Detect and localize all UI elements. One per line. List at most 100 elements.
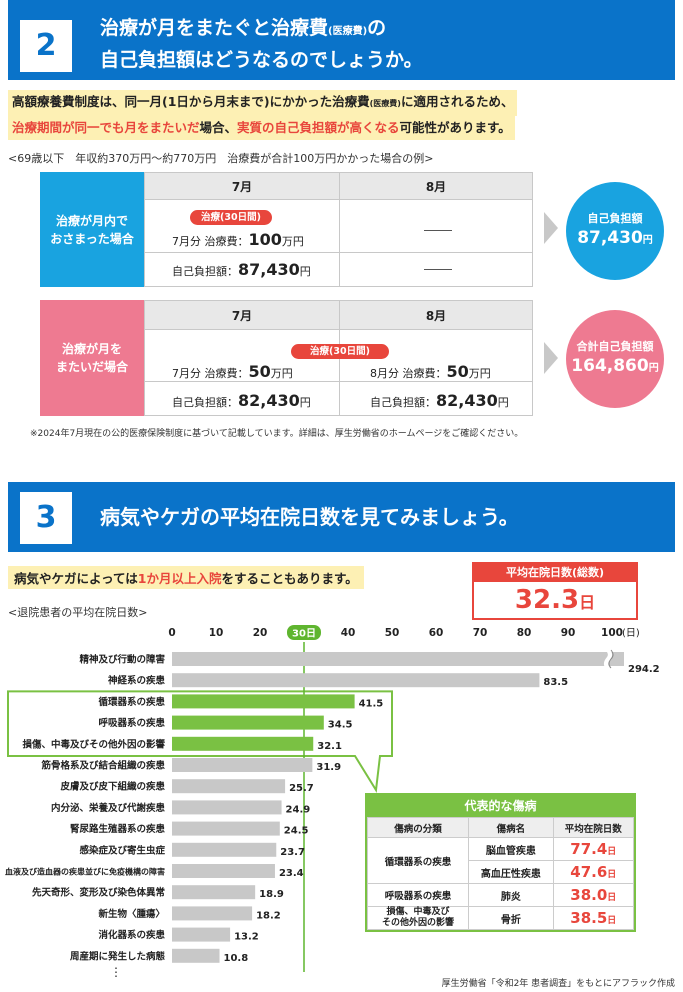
table-row: 呼吸器系の疾患 肺炎 38.0日: [366, 883, 635, 907]
case2-self1-cell: [144, 381, 340, 416]
category-label: 血液及び造血器の疾患並びに免疫機構の障害: [5, 867, 165, 877]
bar: [172, 779, 286, 794]
category-label: 神経系の疾患: [108, 675, 166, 687]
bar: [172, 673, 540, 688]
tick-label: 10: [209, 627, 224, 639]
case2-self2-cell: [339, 381, 533, 416]
case2-result-circle: 合計自己負担額 164,860円: [566, 310, 664, 408]
average-total-box: 平均在院日数(総数) 32.3日: [472, 562, 638, 620]
category-label: 新生物〈腫瘍〉: [98, 908, 165, 920]
case2-self1: 自己負担額：82,430円: [172, 391, 311, 410]
reference-label: 30日: [292, 628, 316, 640]
value-label: 294.2: [628, 664, 660, 675]
value-label: 34.5: [328, 720, 353, 731]
tick-label: 50: [385, 627, 400, 639]
section-title: 治療が月をまたぐと治療費(医療費)の 自己負担額はどうなるのでしょうか。: [100, 17, 423, 71]
section-title: 病気やケガの平均在院日数を見てみましょう。: [100, 505, 519, 529]
arrow-icon: [544, 212, 558, 244]
section-2-header: 2 治療が月をまたぐと治療費(医療費)の 自己負担額はどうなるのでしょうか。: [8, 0, 675, 80]
example-caption: <69歳以下 年収約370万円〜約770万円 治療費が合計100万円かかった場合…: [8, 152, 434, 165]
value-label: 23.7: [280, 847, 305, 858]
category-label: 損傷、中毒及びその他外因の影響: [22, 738, 165, 750]
axis-break-mark: [608, 649, 614, 669]
rep-header: 平均在院日数: [552, 817, 635, 838]
rep-header: 傷病名: [468, 817, 554, 838]
category-label: 筋骨格系及び結合組織の疾患: [40, 760, 165, 772]
tick-label: 90: [561, 627, 576, 639]
case1-cost-cell: [144, 199, 340, 253]
case1-month2: 8月: [339, 172, 533, 200]
value-label: 41.5: [359, 698, 384, 709]
table-row: 循環器系の疾患 脳血管疾患 77.4日: [366, 837, 635, 884]
case2-month2: 8月: [339, 300, 533, 330]
representative-diseases-table: 代表的な傷病 傷病の分類 傷病名 平均在院日数 循環器系の疾患 脳血管疾患 77…: [365, 793, 636, 932]
case1-cost: 7月分 治療費：100万円: [172, 230, 304, 249]
bar: [172, 948, 220, 963]
category-label: 循環器系の疾患: [98, 696, 165, 708]
bar: [172, 885, 256, 900]
category-label: 先天奇形、変形及び染色体異常: [32, 887, 165, 899]
case1-empty-cell: [339, 199, 533, 253]
case1-result-circle: 自己負担額 87,430円: [566, 182, 664, 280]
value-label: 18.2: [256, 910, 281, 921]
source-note: 厚生労働省「令和2年 患者調査」をもとにアフラック作成: [441, 979, 675, 989]
value-label: 18.9: [259, 889, 284, 900]
value-label: 13.2: [234, 932, 259, 943]
arrow-icon: [544, 342, 558, 374]
bar: [172, 694, 355, 709]
case2-cost2: 8月分 治療費：50万円: [370, 362, 491, 381]
case1-self-cell: [144, 252, 340, 287]
category-label: 皮膚及び皮下組織の疾患: [59, 781, 165, 793]
bar: [172, 652, 624, 666]
bar: [172, 821, 280, 836]
value-label: 24.5: [284, 826, 309, 837]
case2-cost1: 7月分 治療費：50万円: [172, 362, 293, 381]
section-number: 2: [20, 20, 72, 72]
bar: [172, 864, 275, 878]
axis-unit: (日): [622, 628, 640, 639]
highlight-frame: [7, 690, 393, 793]
tick-label: 20: [253, 627, 268, 639]
tick-label: 100: [601, 627, 623, 639]
category-label: 精神及び行動の障害: [79, 654, 165, 666]
tick-label: 40: [341, 627, 356, 639]
case1-table: 治療が月内で おさまった場合 7月 8月 治療(30日間) 7月分 治療費：100…: [40, 172, 533, 287]
bar: [172, 842, 277, 857]
rep-header: 傷病の分類: [366, 817, 470, 838]
tick-label: 70: [473, 627, 488, 639]
intro-text: 高額療養費制度は、同一月(1日から月末まで)にかかった治療費(医療費)に適用され…: [8, 90, 518, 140]
footnote: ※2024年7月現在の公的医療保険制度に基づいて記載しています。詳細は、厚生労働…: [30, 429, 524, 439]
axis-break-mark: [604, 648, 612, 670]
case2-label: 治療が月を またいだ場合: [40, 300, 144, 416]
category-label: 内分泌、栄養及び代謝疾患: [51, 802, 166, 814]
tick-label: 0: [168, 627, 175, 639]
bar: [172, 758, 313, 772]
section-3-header: 3 病気やケガの平均在院日数を見てみましょう。: [8, 482, 675, 552]
value-label: 31.9: [316, 762, 341, 773]
section-number: 3: [20, 492, 72, 544]
intro2-text: 病気やケガによっては1か月以上入院をすることもあります。: [8, 566, 364, 589]
bar: [172, 736, 314, 751]
case2-self2: 自己負担額：82,430円: [370, 391, 509, 410]
reference-pill: [287, 625, 321, 640]
case2-month1: 7月: [144, 300, 340, 330]
value-label: 32.1: [317, 741, 342, 752]
tick-label: 80: [517, 627, 532, 639]
category-label: 腎尿路生殖器系の疾患: [70, 823, 166, 835]
bar: [172, 927, 231, 942]
category-label: 消化器系の疾患: [98, 929, 165, 941]
value-label: 24.9: [286, 804, 311, 815]
treatment-pill: 治療(30日間): [291, 344, 389, 359]
tick-label: 60: [429, 627, 444, 639]
chart-caption: <退院患者の平均在院日数>: [8, 606, 148, 619]
bar: [172, 800, 282, 815]
case1-month1: 7月: [144, 172, 340, 200]
bar: [172, 715, 324, 730]
value-label: 10.8: [224, 953, 249, 964]
treatment-pill: 治療(30日間): [190, 210, 272, 225]
dash: [424, 269, 452, 270]
continuation-mark: ⋮: [110, 965, 122, 979]
case1-label: 治療が月内で おさまった場合: [40, 172, 144, 287]
category-label: 周産期に発生した病態: [70, 950, 166, 962]
